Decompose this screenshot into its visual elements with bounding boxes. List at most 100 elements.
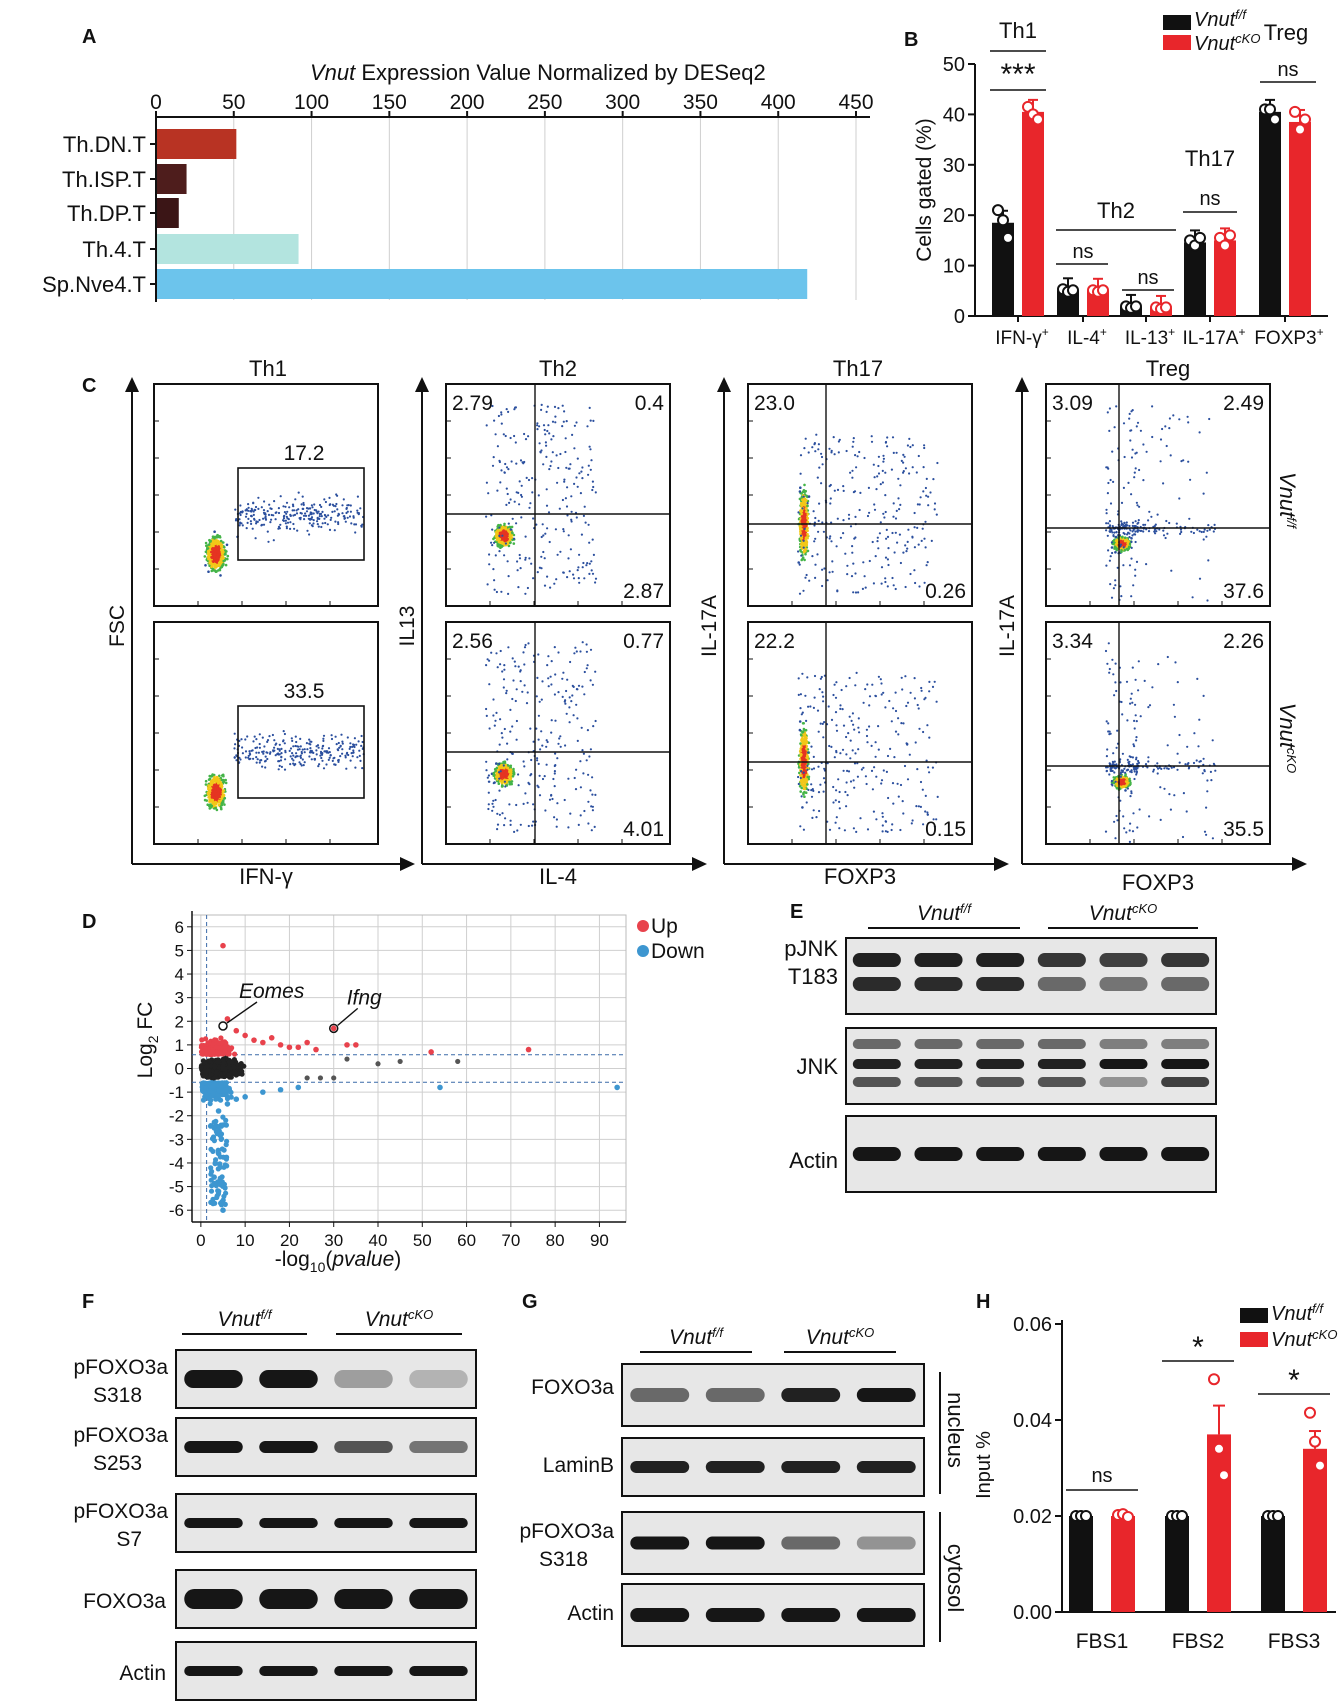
event — [573, 652, 576, 655]
event — [1110, 546, 1114, 549]
event — [906, 444, 910, 447]
event — [525, 702, 529, 705]
event — [571, 684, 574, 688]
event — [352, 743, 356, 747]
event — [506, 492, 509, 496]
event — [500, 732, 503, 735]
event — [884, 510, 887, 514]
event — [932, 478, 935, 481]
event — [346, 516, 349, 519]
event — [564, 497, 568, 500]
event — [887, 796, 890, 800]
event — [808, 579, 811, 582]
event — [291, 752, 294, 755]
event — [303, 751, 306, 754]
x-category-label: IL-17A+ — [1183, 325, 1246, 349]
event — [915, 471, 918, 474]
event — [902, 551, 905, 554]
plot-frame — [153, 621, 379, 845]
event — [857, 591, 860, 594]
event — [588, 406, 591, 409]
event — [519, 680, 522, 683]
event — [881, 812, 884, 815]
event — [579, 650, 582, 653]
event — [219, 793, 222, 796]
event — [583, 577, 586, 580]
event — [588, 445, 591, 448]
event — [485, 707, 488, 711]
event — [838, 790, 841, 794]
event — [817, 448, 820, 451]
x-tick-label: 300 — [605, 91, 640, 114]
event — [578, 581, 581, 584]
event — [266, 510, 269, 513]
event — [351, 745, 354, 749]
event — [543, 428, 546, 432]
event — [803, 558, 806, 562]
event — [876, 475, 879, 478]
event — [515, 688, 518, 691]
event — [546, 527, 549, 530]
event — [300, 512, 303, 515]
event — [499, 649, 502, 653]
event — [904, 675, 907, 678]
event — [217, 549, 221, 552]
event — [814, 450, 817, 453]
event — [556, 802, 559, 805]
event — [899, 503, 902, 506]
event — [897, 733, 900, 736]
bar-Vnut cKO — [1214, 240, 1236, 316]
event — [933, 508, 936, 511]
event — [834, 799, 837, 802]
event — [848, 676, 851, 680]
event — [262, 509, 266, 512]
legend-wt-label: Vnutf/f — [1194, 7, 1247, 31]
event — [845, 805, 848, 808]
event — [275, 742, 278, 745]
event — [821, 568, 824, 571]
event — [283, 768, 287, 771]
event — [531, 824, 534, 827]
event — [883, 516, 886, 519]
event — [886, 558, 890, 561]
event — [558, 507, 561, 510]
flow-title: Th2 — [539, 356, 577, 381]
event — [817, 530, 820, 533]
event — [800, 536, 804, 540]
event — [498, 550, 501, 553]
event — [238, 512, 241, 515]
event — [561, 404, 564, 407]
event — [222, 774, 225, 778]
event — [537, 653, 540, 656]
event — [858, 508, 861, 512]
event — [801, 749, 805, 753]
event — [248, 758, 251, 761]
event — [524, 535, 527, 538]
event — [212, 773, 216, 777]
event — [333, 763, 336, 766]
event — [217, 551, 221, 554]
event — [492, 799, 495, 802]
event — [545, 745, 548, 748]
event — [892, 802, 895, 805]
event — [807, 788, 810, 792]
event — [554, 719, 557, 722]
event — [590, 569, 593, 572]
event — [250, 514, 253, 518]
event — [311, 751, 314, 754]
event — [329, 518, 332, 522]
event — [292, 745, 295, 748]
event — [909, 691, 912, 694]
event — [349, 759, 352, 762]
event — [210, 804, 214, 808]
event — [920, 686, 923, 690]
event — [360, 524, 363, 527]
event — [892, 515, 895, 518]
event — [219, 784, 223, 787]
event — [820, 675, 823, 679]
event — [511, 657, 514, 660]
event — [867, 486, 871, 489]
event — [215, 808, 219, 812]
event — [864, 586, 867, 589]
